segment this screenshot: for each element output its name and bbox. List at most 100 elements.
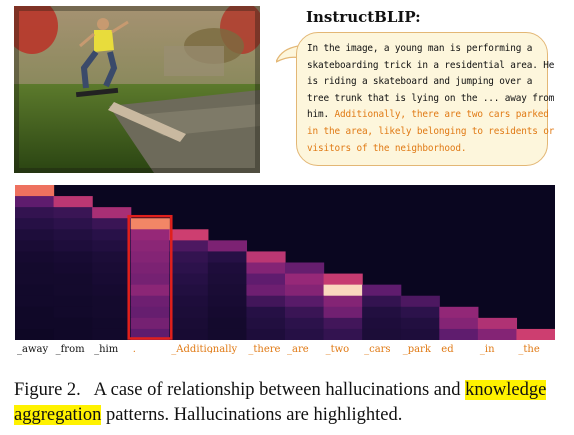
heatmap-cell [207, 262, 248, 275]
heatmap-cell [15, 262, 55, 275]
heatmap-cell [285, 295, 325, 308]
heatmap-cell [53, 196, 93, 208]
heatmap-cell [285, 317, 325, 330]
response-line-mixed: him. Additionally, there are two cars pa… [307, 107, 549, 124]
heatmap-cell [169, 284, 209, 297]
heatmap-cell [207, 328, 248, 340]
heatmap-cell [323, 317, 363, 330]
token-label: _park [402, 344, 431, 355]
token-label: _in [479, 344, 495, 355]
heatmap-cell [92, 284, 132, 297]
heatmap-cell [207, 317, 248, 330]
heatmap-cell [285, 328, 325, 340]
heatmap-cell [92, 273, 132, 286]
heatmap-cell [15, 251, 55, 264]
heatmap-cell [323, 328, 363, 340]
heatmap-cell [169, 251, 209, 264]
heatmap-cell [400, 317, 440, 330]
heatmap-cell [400, 328, 440, 340]
heatmap-cell [169, 229, 209, 241]
caption-text: A case of relationship between hallucina… [93, 380, 461, 400]
hallucinated-line: in the area, likely belonging to residen… [307, 125, 555, 137]
highlight-box [127, 214, 173, 340]
token-label: _cars [364, 344, 391, 355]
heatmap-cell [246, 262, 286, 275]
token-label: _him [94, 344, 119, 355]
heatmap-cell [169, 295, 209, 308]
heatmap-cell [92, 328, 132, 340]
heatmap-cell [400, 295, 440, 308]
model-title: InstructBLIP: [306, 8, 421, 26]
heatmap-cell [92, 317, 132, 330]
heatmap-cell [169, 273, 209, 286]
heatmap-cell [439, 328, 479, 340]
heatmap-cell [53, 295, 93, 308]
heatmap-cell [323, 295, 363, 308]
heatmap-cell [130, 229, 170, 241]
heatmap-cell [15, 317, 55, 330]
heatmap-cell [15, 207, 55, 219]
token-label: _two [325, 344, 350, 355]
heatmap-cell [169, 328, 209, 340]
heatmap-cell [246, 251, 286, 264]
heatmap-cell [207, 273, 248, 286]
heatmap-cell [323, 306, 363, 319]
heatmap-cell [169, 240, 209, 253]
heatmap-cell [477, 328, 518, 340]
token-label: _Additionally [171, 344, 238, 355]
heatmap-cell [246, 306, 286, 319]
response-line: skateboarding trick in a residential are… [307, 59, 555, 71]
heatmap-cell [53, 262, 93, 275]
hallucinated-line: visitors of the neighborhood. [307, 142, 467, 154]
heatmap-cell [130, 306, 170, 319]
heatmap-cell [362, 295, 402, 308]
heatmap-cell [169, 262, 209, 275]
token-label: _from [55, 344, 85, 355]
heatmap-cell [285, 262, 325, 275]
heatmap-cell [53, 284, 93, 297]
heatmap-cell [285, 306, 325, 319]
heatmap-cell [53, 218, 93, 230]
heatmap-cell [207, 306, 248, 319]
response-bubble: In the image, a young man is performing … [296, 32, 555, 166]
heatmap-cell [246, 328, 286, 340]
heatmap-cell [169, 306, 209, 319]
heatmap-cell [207, 284, 248, 297]
response-line: In the image, a young man is performing … [307, 43, 533, 54]
heatmap-cell [92, 251, 132, 264]
heatmap-cell [285, 273, 325, 286]
heatmap-cell [15, 306, 55, 319]
heatmap-cell [246, 284, 286, 297]
bubble-tail [276, 45, 300, 63]
heatmap-cell [130, 295, 170, 308]
heatmap-cell [400, 306, 440, 319]
heatmap-cell [53, 240, 93, 253]
heatmap-cell [285, 284, 325, 297]
heatmap-cell [15, 295, 55, 308]
heatmap-cell [207, 251, 248, 264]
response-text: him. [307, 109, 329, 121]
heatmap-cell [53, 306, 93, 319]
heatmap-cell [53, 251, 93, 264]
heatmap-cell [92, 306, 132, 319]
token-label: _the [518, 344, 540, 355]
heatmap-cell [92, 218, 132, 230]
response-line: tree trunk that is lying on the ... away… [307, 92, 555, 104]
heatmap-cell [323, 273, 363, 286]
token-label: _there [248, 344, 281, 355]
caption-label: Figure 2. [14, 380, 81, 400]
heatmap-cell [53, 229, 93, 241]
heatmap-cell [15, 328, 55, 340]
figure-caption: Figure 2. A case of relationship between… [14, 378, 562, 428]
token-label: _are [287, 344, 309, 355]
heatmap-cell [246, 295, 286, 308]
heatmap-cell [246, 317, 286, 330]
heatmap-cell [92, 207, 132, 219]
heatmap-cell [15, 196, 55, 208]
heatmap-cell [92, 295, 132, 308]
token-label: ed [441, 344, 454, 355]
attention-heatmap [15, 185, 555, 340]
heatmap-cell [130, 328, 170, 340]
token-label: , [209, 344, 214, 355]
heatmap-cell [130, 317, 170, 330]
